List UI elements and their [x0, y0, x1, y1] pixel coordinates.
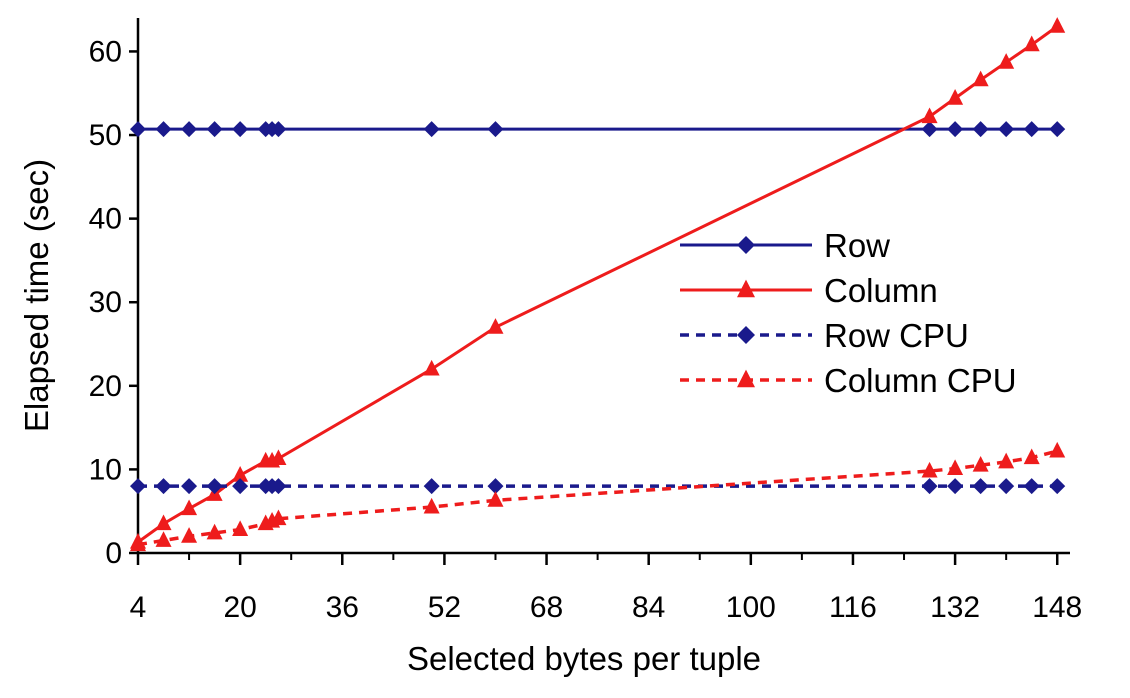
x-axis-title: Selected bytes per tuple — [407, 640, 761, 677]
diamond-marker — [737, 326, 755, 344]
diamond-marker — [1023, 478, 1040, 495]
diamond-marker — [206, 121, 223, 138]
triangle-marker — [1049, 17, 1066, 33]
diamond-marker — [232, 478, 249, 495]
series-line — [137, 25, 1059, 544]
series-row-cpu — [130, 478, 1066, 495]
triangle-marker — [1023, 448, 1040, 465]
triangle-marker — [737, 279, 755, 298]
x-tick-label: 148 — [1032, 591, 1082, 624]
triangle-marker — [130, 535, 146, 552]
triangle-marker — [270, 449, 287, 465]
diamond-marker — [423, 478, 440, 495]
triangle-marker — [972, 70, 989, 87]
triangle-marker — [921, 107, 938, 124]
legend-label: Column CPU — [824, 362, 1017, 399]
legend: Row Column Row CPU Column CPU — [680, 227, 1017, 399]
legend-item: Column — [680, 272, 938, 309]
x-tick-label: 20 — [223, 591, 256, 624]
triangle-marker — [155, 514, 172, 531]
y-tick-label: 0 — [105, 537, 122, 570]
triangle-marker — [1049, 441, 1066, 458]
triangle-marker — [972, 456, 989, 472]
x-tick-label: 52 — [428, 591, 461, 624]
x-tick-label: 100 — [726, 591, 776, 624]
diamond-marker — [1023, 121, 1040, 138]
legend-item: Row — [680, 227, 890, 264]
diamond-marker — [921, 121, 938, 138]
triangle-marker — [155, 531, 172, 547]
diamond-marker — [130, 121, 146, 138]
diamond-marker — [998, 478, 1015, 495]
y-axis-ticks: 0 10 20 30 40 50 60 — [89, 35, 138, 570]
diamond-marker — [181, 121, 198, 138]
series-row — [130, 121, 1066, 138]
diamond-marker — [155, 121, 172, 138]
triangle-marker — [921, 461, 938, 478]
y-axis-title: Elapsed time (sec) — [18, 159, 55, 432]
diamond-marker — [270, 478, 287, 495]
legend-label: Row — [824, 227, 890, 264]
x-tick-label: 4 — [130, 591, 147, 624]
diamond-marker — [947, 121, 964, 138]
x-tick-label: 116 — [829, 591, 877, 624]
triangle-marker — [947, 459, 964, 476]
legend-item: Column CPU — [680, 362, 1017, 399]
y-tick-label: 30 — [89, 286, 122, 319]
diamond-marker — [130, 478, 146, 495]
series-line — [137, 449, 1058, 547]
diamond-marker — [181, 478, 198, 495]
legend-item: Row CPU — [680, 317, 969, 354]
diamond-marker — [487, 478, 504, 495]
diamond-marker — [921, 478, 938, 495]
diamond-marker — [155, 478, 172, 495]
triangle-marker — [423, 497, 440, 514]
series-column-cpu — [130, 441, 1066, 552]
y-tick-label: 60 — [89, 35, 122, 68]
diamond-marker — [270, 121, 287, 138]
triangle-marker — [947, 89, 964, 105]
diamond-marker — [737, 236, 755, 254]
x-tick-label: 132 — [930, 591, 980, 624]
axes: 0 10 20 30 40 50 60 4 20 36 52 68 84 100 116 132 148 — [89, 18, 1082, 624]
triangle-marker — [206, 523, 223, 540]
diamond-marker — [998, 121, 1015, 138]
legend-label: Row CPU — [824, 317, 969, 354]
diamond-marker — [206, 478, 223, 495]
y-tick-label: 20 — [89, 370, 122, 403]
triangle-marker — [737, 369, 755, 388]
triangle-marker — [232, 520, 249, 537]
triangle-marker — [423, 359, 440, 376]
y-tick-label: 10 — [89, 453, 122, 486]
diamond-marker — [1049, 478, 1066, 495]
x-tick-label: 36 — [326, 591, 359, 624]
triangle-marker — [998, 53, 1015, 69]
series-column — [130, 17, 1066, 549]
diamond-marker — [232, 121, 249, 138]
y-tick-label: 50 — [89, 119, 122, 152]
diamond-marker — [487, 121, 504, 138]
x-tick-label: 68 — [530, 591, 563, 624]
triangle-marker — [1023, 35, 1040, 52]
diamond-marker — [972, 121, 989, 138]
diamond-marker — [947, 478, 964, 495]
series-layer — [130, 17, 1066, 552]
triangle-marker — [270, 509, 287, 526]
x-axis-ticks: 4 20 36 52 68 84 100 116 132 148 — [130, 553, 1082, 624]
diamond-marker — [1049, 121, 1066, 138]
x-tick-label: 84 — [632, 591, 665, 624]
triangle-marker — [998, 452, 1015, 469]
legend-label: Column — [824, 272, 938, 309]
triangle-marker — [487, 318, 504, 334]
triangle-marker — [181, 527, 198, 543]
y-tick-label: 40 — [89, 203, 122, 236]
diamond-marker — [972, 478, 989, 495]
triangle-marker — [181, 499, 198, 516]
diamond-marker — [423, 121, 440, 138]
triangle-marker — [232, 466, 249, 482]
triangle-marker — [487, 491, 504, 507]
